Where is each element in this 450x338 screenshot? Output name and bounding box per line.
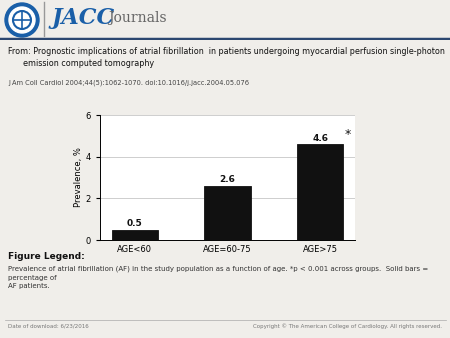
Text: From: Prognostic implications of atrial fibrillation  in patients undergoing myo: From: Prognostic implications of atrial … xyxy=(8,47,445,56)
Text: *: * xyxy=(345,128,351,141)
Bar xyxy=(112,230,158,240)
Circle shape xyxy=(9,7,35,33)
Bar xyxy=(297,144,343,240)
Text: Date of download: 6/23/2016: Date of download: 6/23/2016 xyxy=(8,323,89,329)
Text: 2.6: 2.6 xyxy=(220,175,235,184)
Text: JACC: JACC xyxy=(52,7,115,29)
Text: emission computed tomography: emission computed tomography xyxy=(8,59,154,68)
Text: Prevalence of atrial fibrillation (AF) in the study population as a function of : Prevalence of atrial fibrillation (AF) i… xyxy=(8,266,428,289)
Y-axis label: Prevalence, %: Prevalence, % xyxy=(74,148,83,208)
Text: J Am Coll Cardiol 2004;44(5):1062-1070. doi:10.1016/j.jacc.2004.05.076: J Am Coll Cardiol 2004;44(5):1062-1070. … xyxy=(8,80,249,87)
Text: Journals: Journals xyxy=(108,11,166,25)
Text: Figure Legend:: Figure Legend: xyxy=(8,252,85,261)
Text: 4.6: 4.6 xyxy=(312,134,328,143)
Circle shape xyxy=(5,3,39,37)
Text: Copyright © The American College of Cardiology. All rights reserved.: Copyright © The American College of Card… xyxy=(253,323,442,329)
Text: 0.5: 0.5 xyxy=(127,219,143,228)
Bar xyxy=(204,186,251,240)
